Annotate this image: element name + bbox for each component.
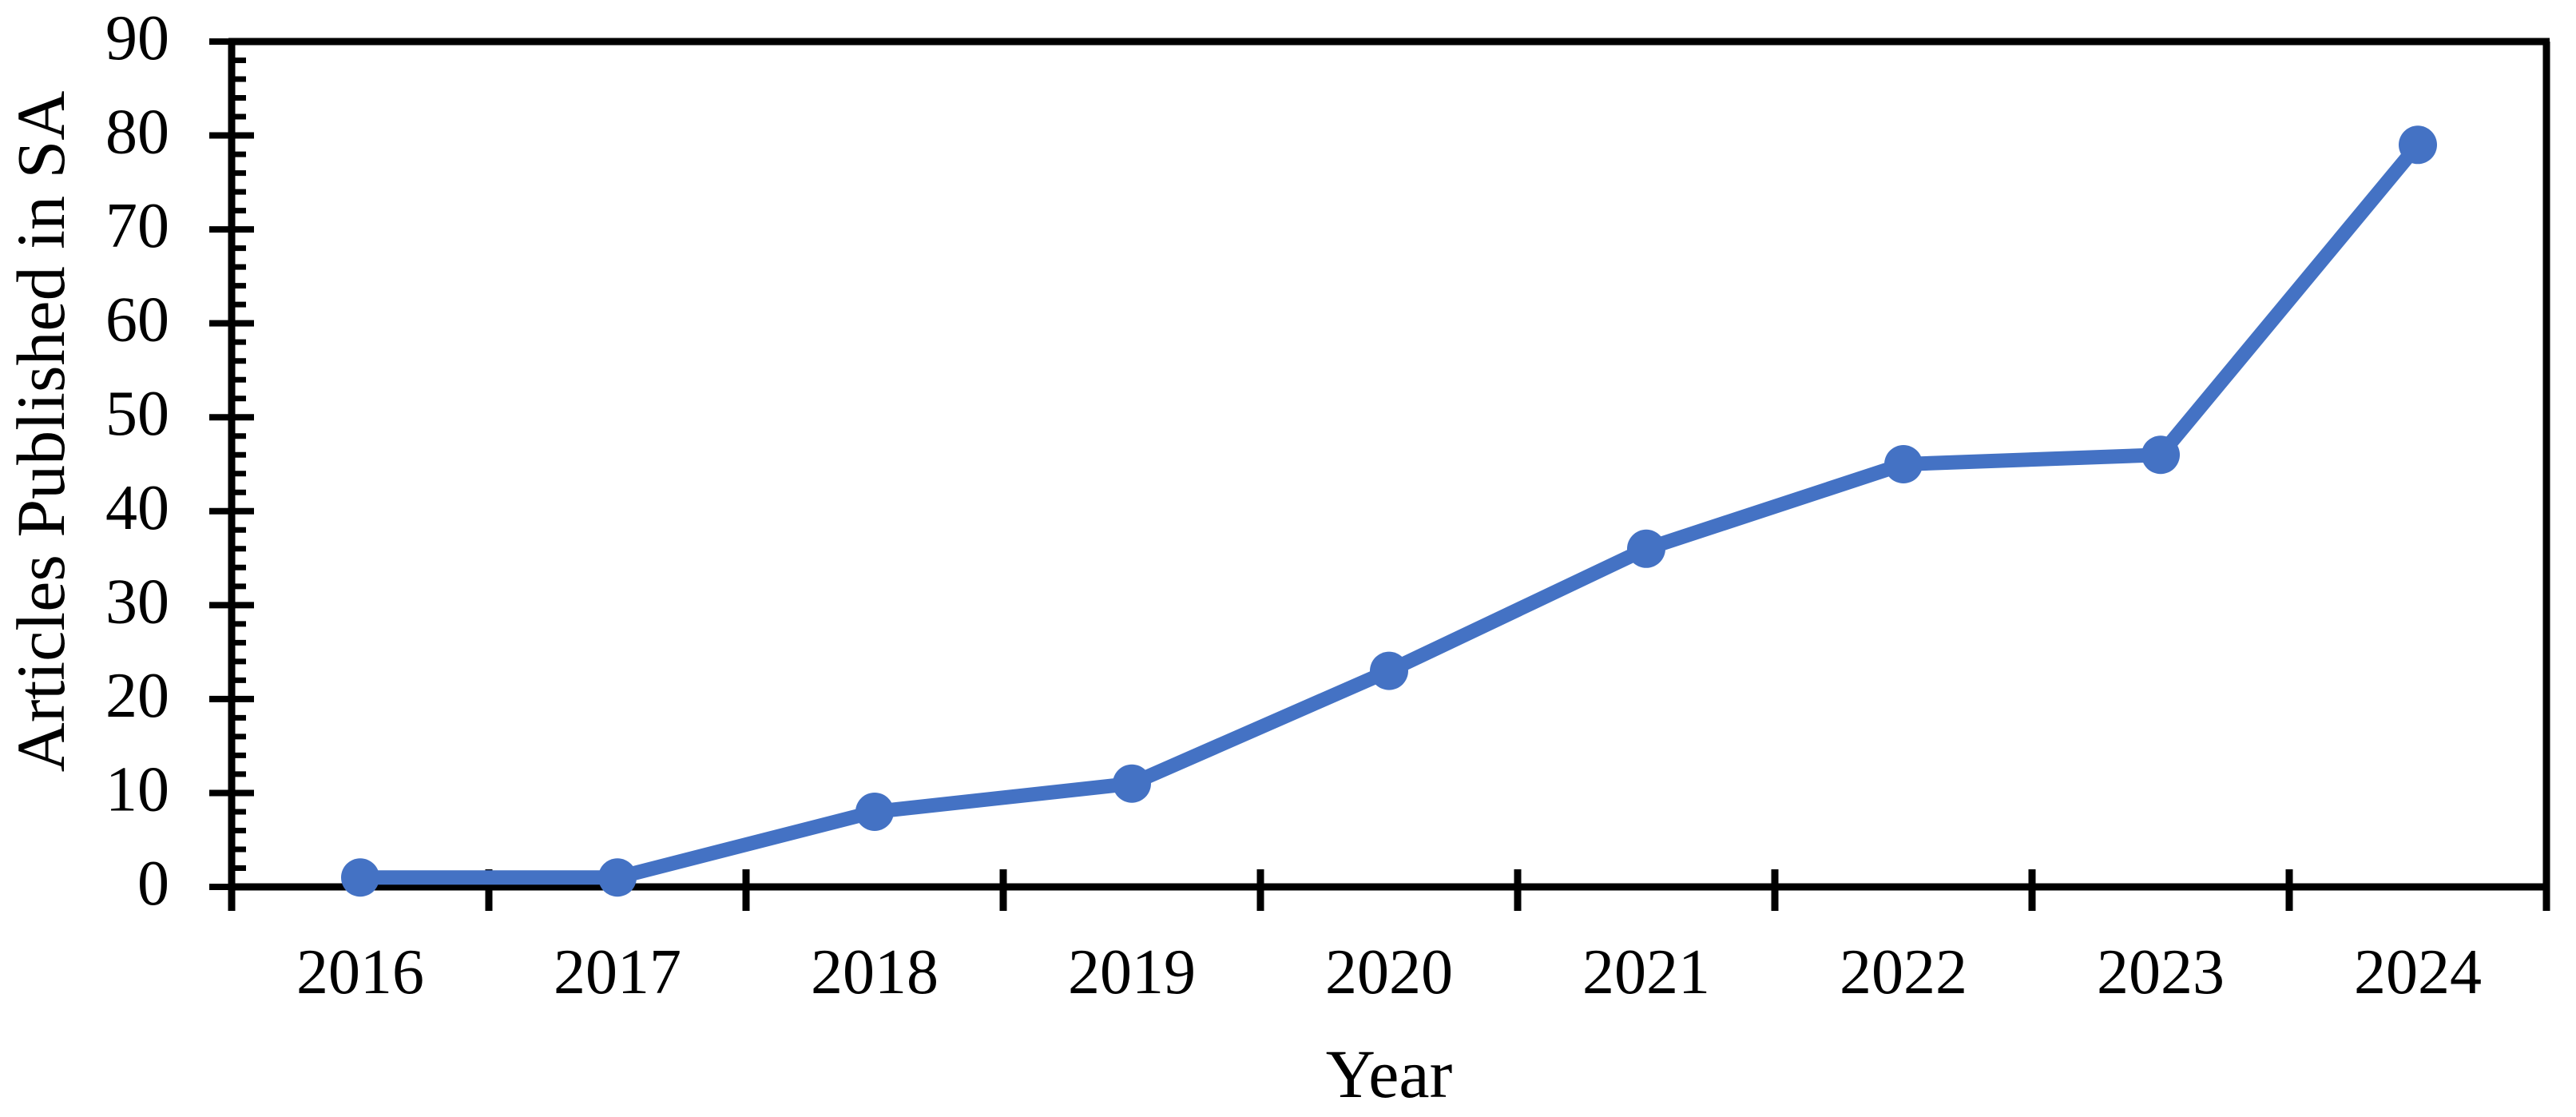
data-line-Articles Published in SA bbox=[353, 137, 2425, 885]
data-point-2021 bbox=[1627, 529, 1665, 568]
y-tick-label-30: 30 bbox=[105, 566, 169, 637]
data-point-2019 bbox=[1113, 764, 1151, 803]
x-tick-label-2016: 2016 bbox=[296, 937, 424, 1008]
x-tick-label-2018: 2018 bbox=[811, 937, 939, 1008]
data-point-2018 bbox=[855, 792, 894, 831]
data-point-2016 bbox=[341, 858, 379, 897]
x-axis-title: Year bbox=[1326, 1036, 1452, 1112]
data-point-2020 bbox=[1370, 651, 1408, 690]
x-tick-label-2022: 2022 bbox=[1840, 937, 1967, 1008]
y-axis-title: Articles Published in SA bbox=[2, 91, 79, 773]
y-tick-label-40: 40 bbox=[105, 473, 169, 543]
y-tick-label-60: 60 bbox=[105, 285, 169, 356]
data-point-2024 bbox=[2399, 125, 2437, 165]
y-tick-label-80: 80 bbox=[105, 97, 169, 168]
data-point-2022 bbox=[1884, 445, 1923, 483]
y-tick-label-10: 10 bbox=[105, 754, 169, 825]
chart-plot-area: 0 10 20 30 40 50 60 70 80 90 2016 2017 2018 2019 2020 2… bbox=[105, 3, 2550, 1008]
y-tick-label-20: 20 bbox=[105, 661, 169, 731]
y-tick-label-0: 0 bbox=[137, 849, 169, 919]
x-tick-label-2019: 2019 bbox=[1068, 937, 1196, 1008]
x-tick-label-2021: 2021 bbox=[1582, 937, 1710, 1008]
y-tick-label-50: 50 bbox=[105, 379, 169, 449]
x-tick-label-2023: 2023 bbox=[2097, 937, 2225, 1008]
x-tick-label-2020: 2020 bbox=[1325, 937, 1453, 1008]
y-tick-label-70: 70 bbox=[105, 191, 169, 261]
x-tick-label-2017: 2017 bbox=[554, 937, 681, 1008]
data-point-2023 bbox=[2141, 435, 2180, 475]
x-tick-label-2024: 2024 bbox=[2354, 937, 2482, 1008]
data-point-2017 bbox=[598, 858, 637, 897]
y-tick-label-90: 90 bbox=[105, 3, 169, 74]
